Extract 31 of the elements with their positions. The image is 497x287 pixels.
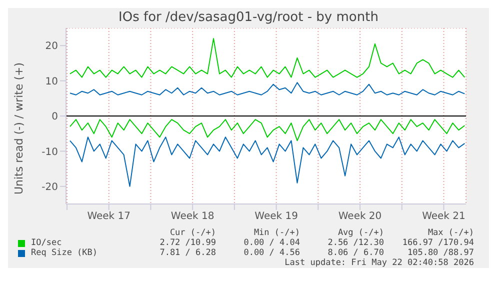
x-tick-label: Week 20 bbox=[338, 211, 382, 222]
text: Avg (-/+) bbox=[336, 228, 384, 238]
text: 7.81 / 6.28 bbox=[158, 248, 216, 258]
line-series bbox=[69, 136, 466, 187]
text: Min (-/+) bbox=[252, 228, 300, 238]
line-series bbox=[69, 119, 466, 142]
text: Cur (-/+) bbox=[168, 228, 216, 238]
line-series bbox=[69, 38, 466, 78]
text: Last update: Fri May 22 02:40:58 2026 bbox=[284, 258, 475, 268]
text: 0.00 / 4.04 bbox=[242, 238, 300, 248]
x-tick-label: Week 17 bbox=[87, 211, 131, 222]
x-tick-label: Week 18 bbox=[170, 211, 214, 222]
y-tick-label: 20 bbox=[45, 41, 58, 52]
text: 0.00 / 4.56 bbox=[242, 248, 300, 258]
text: 2.72 /10.99 bbox=[158, 238, 216, 248]
text: 166.97 /170.94 bbox=[401, 238, 474, 248]
y-tick-label: 0 bbox=[52, 112, 58, 123]
y-tick-label: 10 bbox=[45, 76, 58, 88]
line-series bbox=[69, 82, 466, 96]
legend-label: Req Size (KB) bbox=[31, 248, 98, 258]
text: Max (-/+) bbox=[426, 228, 474, 238]
legend-label: IO/sec bbox=[31, 238, 62, 248]
y-tick-label: -20 bbox=[42, 182, 58, 193]
x-tick-label: Week 21 bbox=[422, 211, 466, 222]
text: 8.06 / 6.70 bbox=[326, 248, 384, 258]
chart-title: IOs for /dev/sasag01-vg/root - by month bbox=[118, 9, 380, 27]
text: 2.56 /12.30 bbox=[326, 238, 384, 248]
y-axis-title: Units read (-) / write (+) bbox=[12, 62, 26, 194]
x-tick-label: Week 19 bbox=[254, 211, 298, 222]
text: 105.80 /88.97 bbox=[406, 248, 474, 258]
y-tick-label: -10 bbox=[42, 146, 58, 158]
